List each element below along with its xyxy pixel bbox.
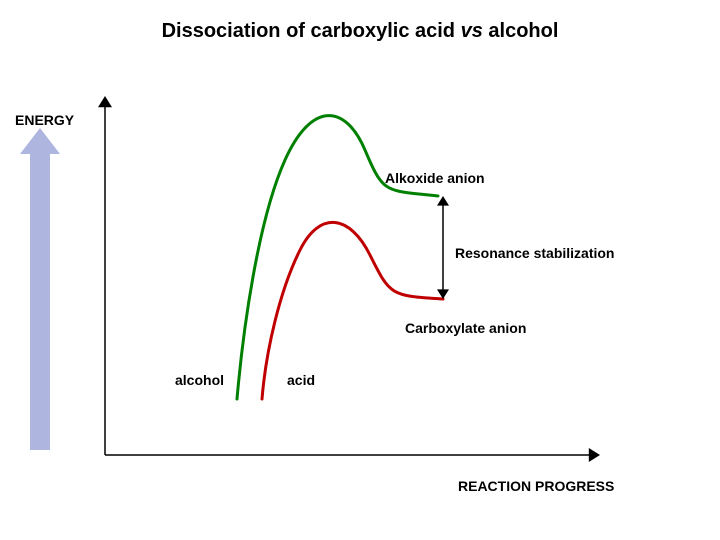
energy-gradient-arrow	[20, 128, 60, 450]
axes	[98, 96, 600, 462]
alkoxide-anion-label: Alkoxide anion	[385, 170, 485, 186]
acid-label: acid	[287, 372, 315, 388]
resonance-stabilization-label: Resonance stabilization	[455, 245, 614, 261]
reaction-progress-label: REACTION PROGRESS	[458, 478, 614, 494]
energy-axis-label: ENERGY	[15, 112, 74, 128]
resonance-stabilization-arrow	[437, 196, 449, 299]
energy-diagram	[0, 0, 720, 540]
carboxylate-anion-label: Carboxylate anion	[405, 320, 526, 336]
alcohol-label: alcohol	[175, 372, 224, 388]
